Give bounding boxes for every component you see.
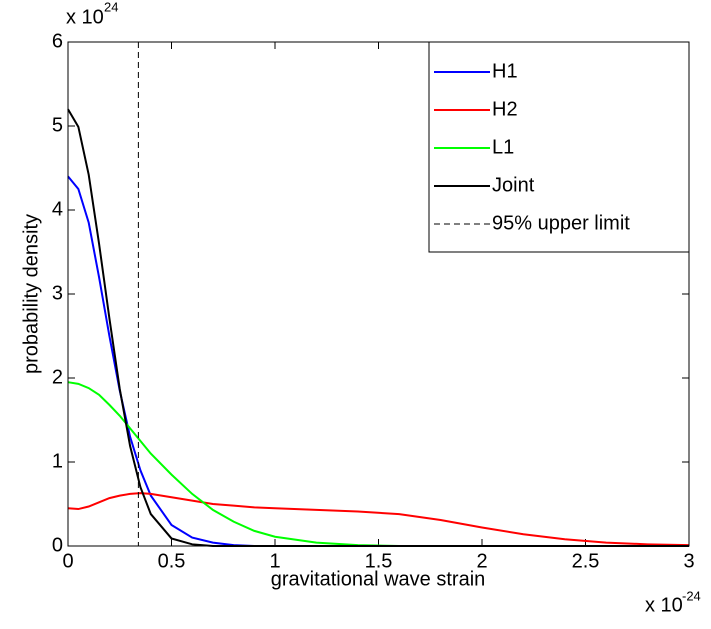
- y-tick-label: 4: [52, 198, 63, 220]
- legend-label: L1: [492, 136, 514, 158]
- legend-label: Joint: [492, 174, 535, 196]
- y-axis-label: probability density: [20, 214, 42, 374]
- x-tick-label: 2.5: [572, 550, 600, 572]
- y-tick-label: 3: [52, 282, 63, 304]
- y-tick-label: 2: [52, 366, 63, 388]
- legend-label: 95% upper limit: [492, 212, 630, 234]
- axes-box: [67, 41, 690, 547]
- y-tick-label: 6: [52, 30, 63, 52]
- y-tick-label: 0: [52, 534, 63, 556]
- y-multiplier: x 10: [66, 6, 104, 28]
- y-exponent: 24: [104, 0, 118, 14]
- x-tick-label: 1.5: [365, 550, 393, 572]
- y-tick-label: 1: [52, 450, 63, 472]
- x-tick-label: 0: [62, 550, 73, 572]
- legend-label: H2: [492, 98, 518, 120]
- legend-label: H1: [492, 60, 518, 82]
- x-tick-label: 2: [476, 550, 487, 572]
- y-tick-label: 5: [52, 114, 63, 136]
- x-axis-label: gravitational wave strain: [271, 568, 486, 590]
- x-tick-label: 0.5: [158, 550, 186, 572]
- series-line: [67, 492, 690, 547]
- x-tick-label: 1: [269, 550, 280, 572]
- x-tick-label: 3: [683, 550, 694, 572]
- x-exponent: -24: [682, 588, 701, 603]
- x-multiplier: x 10: [645, 594, 683, 616]
